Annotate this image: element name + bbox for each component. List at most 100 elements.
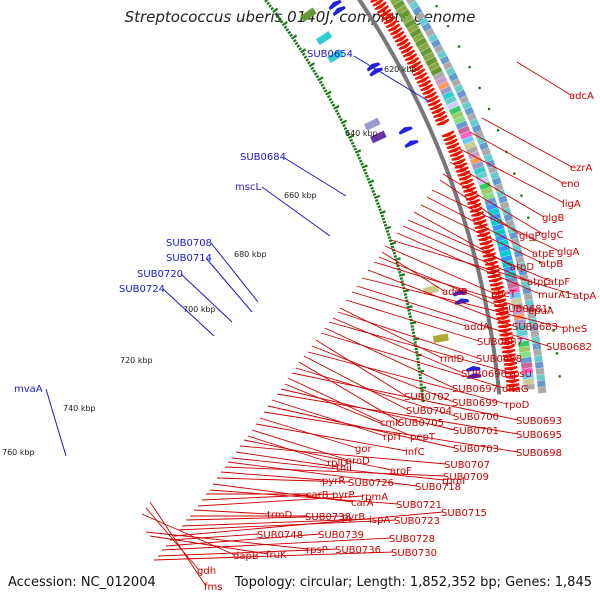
forward-gene-icon (420, 83, 433, 92)
gene-category-band (521, 280, 531, 289)
gene-function-band (389, 0, 392, 1)
inner-leader-line (210, 242, 259, 303)
gene-category-band (445, 66, 456, 76)
forward-gene-icon (500, 336, 514, 341)
forward-gene-icon (433, 110, 446, 118)
gene-function-band (406, 23, 420, 34)
inner-gene-label: SUB0714 (166, 253, 212, 264)
outer-leader-line (431, 189, 560, 252)
gene-function-band (401, 13, 414, 24)
scale-tick (333, 105, 340, 110)
gene-function-band (480, 186, 493, 196)
forward-gene-icon (469, 206, 483, 213)
forward-gene-icon (444, 138, 458, 146)
gene-function-band (390, 0, 402, 6)
forward-gene-icon (494, 306, 509, 312)
forward-gene-icon (471, 210, 485, 217)
outer-gene-label: carB (306, 490, 329, 501)
outer-gene-label: SUB0683 (512, 322, 558, 333)
outer-gene-label: aroD (346, 456, 370, 467)
inner-gene-label: SUB0720 (137, 269, 183, 280)
outer-leader-line (356, 285, 549, 347)
outer-gene-label: SUB0704 (406, 406, 452, 417)
outer-gene-label: atpA (573, 291, 596, 302)
scale-tick (277, 17, 282, 21)
scale-tick (312, 69, 316, 73)
scale-tick (337, 115, 342, 119)
forward-gene-icon (502, 353, 516, 358)
outer-gene-label: pheS (562, 324, 587, 335)
gene-function-band (510, 297, 523, 305)
forward-gene-icon (480, 243, 494, 250)
outer-scale-dot (558, 374, 561, 378)
outer-gene-label: pyrR (322, 476, 345, 487)
kbp-ticks (264, 0, 561, 403)
gene-function-band (475, 171, 488, 180)
gene-function-band (444, 95, 457, 106)
forward-gene-icon (487, 273, 501, 279)
outer-scale-dot (446, 24, 450, 28)
outer-leader-line (284, 383, 413, 437)
scale-tick (407, 308, 411, 312)
scale-tick (361, 164, 368, 169)
outer-scale-dot (496, 129, 500, 132)
outer-gene-label: SUB0702 (404, 392, 450, 403)
gene-function-band (427, 61, 440, 72)
scale-tick (407, 312, 412, 315)
scale-tick (281, 21, 288, 27)
gene-function-band (519, 351, 532, 358)
gene-category-band (461, 101, 472, 110)
gene-category-band (515, 256, 525, 264)
gene-function-band (508, 286, 521, 295)
scale-tick (379, 210, 386, 215)
gene-function-band (484, 197, 497, 206)
outer-scale-dot (552, 329, 555, 332)
outer-gene-label: SUB0736 (335, 545, 381, 556)
gene-function-band (446, 100, 460, 110)
outer-scale-dot (512, 172, 516, 175)
scale-tick (340, 119, 348, 125)
gene-function-band (395, 4, 408, 15)
forward-gene-icon (369, 0, 379, 3)
forward-gene-icon (477, 231, 491, 238)
scale-tick (380, 214, 385, 218)
scale-tick (270, 6, 274, 11)
outer-leader-line (161, 537, 392, 551)
forward-gene-icon (464, 190, 478, 197)
scale-tick (384, 225, 392, 230)
gene-category-band (500, 201, 510, 210)
outer-gene-label: rplT (383, 432, 403, 443)
genome-summary: Topology: circular; Length: 1,852,352 bp… (234, 575, 592, 590)
forward-gene-icon (372, 0, 384, 7)
forward-gene-icon (422, 87, 435, 95)
scale-tick (357, 156, 362, 160)
forward-gene-icon (505, 378, 519, 384)
forward-gene-icon (449, 150, 463, 157)
outer-gene-label: rpoD (505, 400, 530, 411)
scale-tick (394, 257, 401, 262)
scale-tick (315, 75, 320, 79)
outer-gene-label: atpC (527, 277, 550, 288)
outer-gene-label: rpsP (306, 545, 328, 556)
scale-tick (296, 44, 301, 48)
scale-tick (364, 171, 368, 175)
gene-function-band (432, 71, 445, 81)
gene-function-band (417, 42, 430, 53)
outer-leader-line (263, 411, 519, 453)
gene-function-band (518, 345, 531, 353)
outer-leader-line (185, 515, 345, 521)
reverse-gene-icon (328, 0, 342, 11)
scale-tick (339, 118, 343, 122)
kbp-tick-label: 680 kbp (234, 250, 267, 259)
forward-gene-icon (410, 64, 424, 73)
scale-tick (313, 72, 318, 76)
gene-function-band (496, 239, 509, 247)
outer-gene-label: glgB (542, 213, 564, 224)
gene-category-band (434, 44, 444, 54)
outer-leader-line (426, 196, 535, 254)
scale-tick (287, 30, 292, 35)
scale-tick (331, 103, 336, 107)
outer-leader-line (287, 377, 383, 423)
gene-category-band (469, 118, 480, 128)
gene-function-band (457, 125, 470, 135)
